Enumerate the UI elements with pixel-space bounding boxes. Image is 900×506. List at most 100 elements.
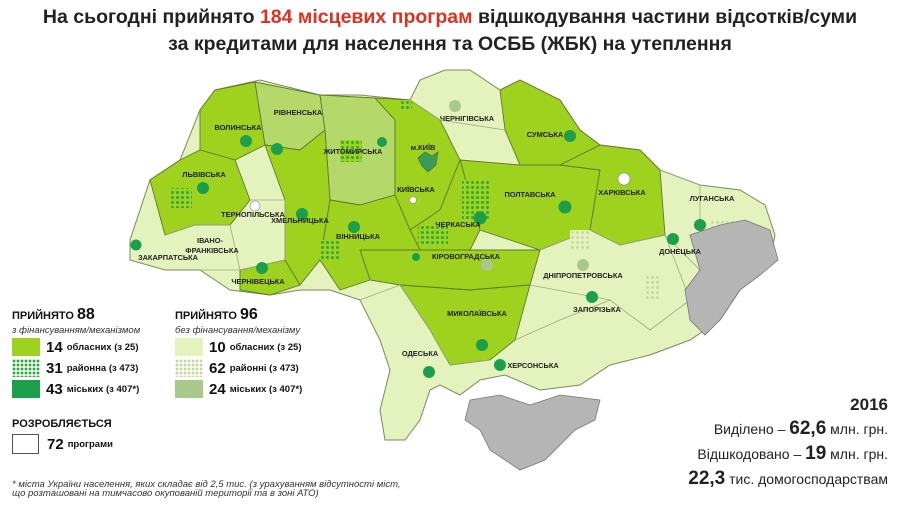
title-suffix: відшкодування частини відсотків/суми [472, 6, 858, 28]
swatch-developing [12, 434, 39, 454]
region-label: ЧЕРКАСЬКА [435, 220, 481, 229]
region-volynska[interactable] [199, 81, 266, 161]
swatch-oblast-funded [12, 338, 40, 356]
region-label: ЧЕРНІВЕЦЬКА [231, 277, 285, 286]
legend-count: 88 [76, 306, 95, 323]
unfunded-borders [164, 99, 701, 366]
title-line2: за кредитами для населення та ОСББ (ЖБК)… [168, 33, 732, 55]
region-label: ЧЕРНІГІВСЬКА [440, 114, 495, 123]
legend-row-label: обласних (з 25) [66, 341, 139, 353]
legend-heading-text: прийнято [175, 310, 237, 322]
legend-row-label: обласних (з 25) [229, 341, 302, 353]
legend-row-count: 10 [209, 338, 226, 356]
legend-row: 10 обласних (з 25) [175, 337, 302, 357]
city-marker-funded [476, 339, 488, 351]
swatch-rayon-unfunded [175, 359, 203, 377]
legend-row: 43 міських (з 407*) [12, 379, 140, 399]
stats-year: 2016 [850, 395, 888, 414]
region-label: КІРОВОГРАДСЬКА [432, 252, 501, 261]
region-label: ЛЬВІВСЬКА [182, 170, 226, 179]
legend-count: 96 [239, 306, 258, 323]
city-marker-developing [617, 172, 631, 186]
legend-row: 72 програми [12, 434, 113, 454]
legend-row-label: програми [67, 438, 113, 450]
legend-row-label: міських (з 407*) [66, 383, 140, 395]
swatch-city-unfunded [175, 380, 203, 398]
city-markers [130, 100, 706, 378]
region-label: РІВНЕНСЬКА [274, 108, 323, 117]
region-label: КИЇВСЬКА [397, 185, 435, 194]
region-label: ДОНЕЦЬКА [659, 247, 702, 256]
legend-heading: прийнято 88 [12, 306, 140, 324]
region-label: СУМСЬКА [527, 130, 564, 139]
region-label: ПОЛТАВСЬКА [504, 190, 556, 199]
city-marker-developing [249, 200, 261, 212]
legend-row: 24 міських (з 407*) [175, 379, 302, 399]
city-marker-funded [586, 291, 598, 303]
legend-heading-text: прийнято [12, 310, 74, 322]
legend-row-count: 24 [209, 380, 226, 398]
city-marker-funded [256, 262, 268, 274]
region-label: МИКОЛАЇВСЬКА [447, 309, 507, 318]
legend-heading: прийнято 96 [175, 306, 302, 324]
footnote: * міста України населення, яких складає … [12, 479, 401, 499]
region-label: ХЕРСОНСЬКА [507, 361, 559, 370]
legend-row: 14 обласних (з 25) [12, 337, 140, 357]
region-label: ВІННИЦЬКА [336, 232, 381, 241]
legend-subtitle: з фінансуванням/механізмом [12, 325, 141, 336]
swatch-rayon-funded [12, 359, 40, 377]
city-marker-unfunded [449, 100, 461, 112]
region-label: ХМЕЛЬНИЦЬКА [271, 216, 329, 225]
city-marker-funded [423, 366, 435, 378]
region-label: ТЕРНОПІЛЬСЬКА [221, 210, 285, 219]
rayon-pattern [400, 100, 412, 110]
legend-row: 62 районні (з 473) [175, 358, 302, 378]
region-labels: ВОЛИНСЬКА РІВНЕНСЬКА ЖИТОМИРСЬКА м.КИЇВ … [138, 108, 735, 370]
city-marker-funded [564, 130, 576, 142]
rayon-pattern [170, 188, 192, 208]
stats-value: 22,3 [688, 468, 726, 489]
rayon-pattern [645, 275, 660, 300]
stats-value: 62,6 [789, 418, 827, 439]
legend-row-label: районна (з 473) [66, 362, 139, 374]
legend-developing: розробляється 72 програми [12, 418, 113, 454]
city-marker-funded [348, 221, 360, 233]
city-marker-funded [377, 137, 387, 147]
city-marker-funded [197, 182, 209, 194]
city-marker-unfunded [577, 259, 589, 271]
stats-households: 22,3 тис. домогосподарствам [688, 468, 888, 490]
legend-funded: прийнято 88 з фінансуванням/механізмом 1… [12, 306, 140, 399]
swatch-oblast-unfunded [175, 338, 203, 356]
city-marker-funded [494, 359, 506, 371]
region-label: ЛУГАНСЬКА [690, 194, 735, 203]
stats-label: Відшкодовано – [697, 446, 806, 462]
region-label: ЖИТОМИРСЬКА [323, 147, 383, 156]
city-marker-funded [473, 211, 487, 225]
legend-row-count: 62 [209, 359, 226, 377]
city-marker-unfunded [481, 259, 493, 271]
city-marker-funded [667, 233, 679, 245]
legend-row-count: 31 [46, 359, 63, 377]
stats-reimbursed: Відшкодовано – 19 млн. грн. [688, 443, 888, 465]
city-marker-developing [409, 196, 417, 204]
rayon-pattern [320, 240, 340, 260]
title-highlight: 184 місцевих програм [259, 6, 473, 28]
crimea-occupied [464, 394, 601, 471]
region-label: ХАРКІВСЬКА [598, 188, 646, 197]
rayon-pattern [340, 140, 362, 162]
legend-row-count: 43 [46, 380, 63, 398]
stats-value: 19 [805, 443, 827, 464]
region-kyiv-city[interactable] [417, 151, 439, 173]
region-vinnytska[interactable] [319, 194, 421, 291]
stats-label: тис. домогосподарствам [725, 471, 888, 487]
city-marker-funded [271, 143, 283, 155]
legend-row-count: 14 [46, 338, 63, 356]
stats-allocated: Виділено – 62,6 млн. грн. [688, 418, 888, 440]
city-marker-funded [130, 239, 142, 251]
rayon-pattern [570, 230, 590, 250]
stats-unit: млн. грн. [826, 446, 888, 462]
swatch-city-funded [12, 380, 40, 398]
region-label: ЗАКАРПАТСЬКА [138, 253, 199, 262]
legend-row-count: 72 [47, 435, 64, 453]
